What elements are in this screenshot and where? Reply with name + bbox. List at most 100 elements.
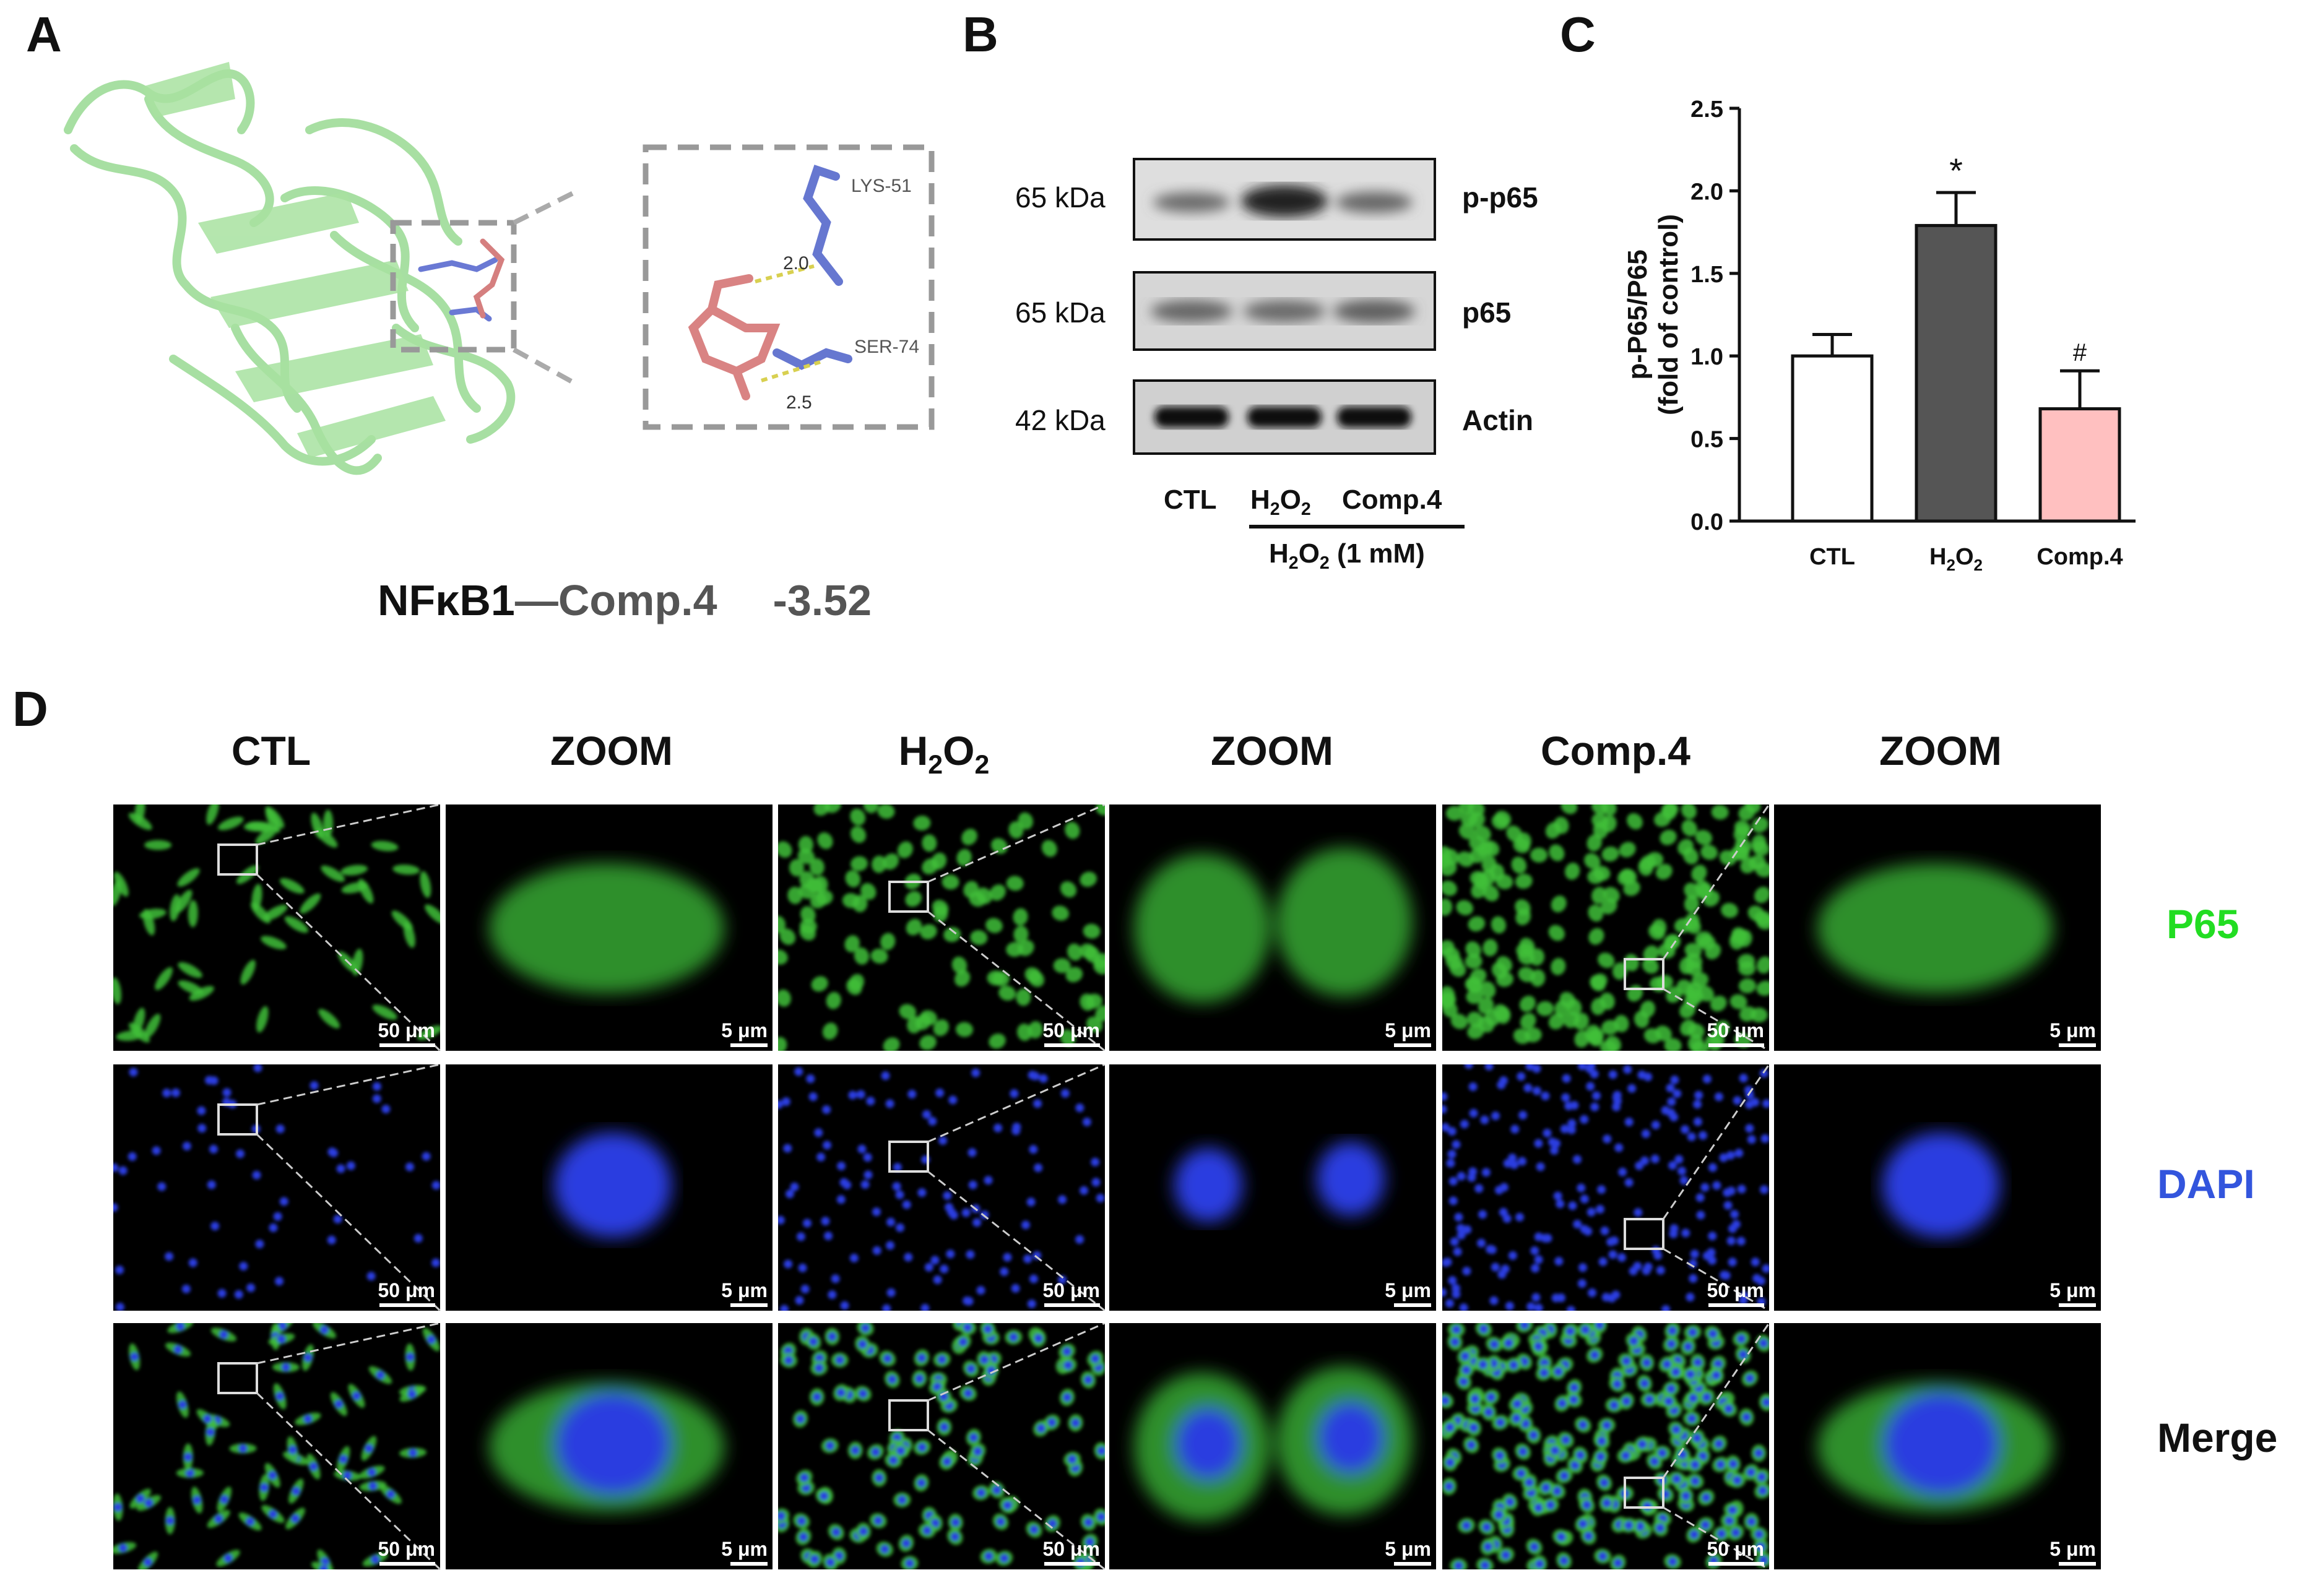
blot-protein-2: p65 [1462,296,1512,329]
column-header-zoom-3: ZOOM [1879,728,2002,774]
scale-bar [1044,1043,1100,1047]
micrograph-dapi-comp4-zoom: 5 μm [1774,1064,2101,1311]
y-tick-label-2: 1.0 [1690,344,1723,370]
scale-bar-label: 50 μm [378,1538,435,1560]
x-tick-label-2: Comp.4 [2036,544,2123,570]
scale-bar-label: 50 μm [1042,1019,1100,1042]
x-tick-label-0: CTL [1809,544,1855,570]
bar-0 [1791,354,1874,523]
bar-1 [1915,223,1998,523]
y-tick-label-4: 2.0 [1690,179,1723,205]
y-tick-label-1: 0.5 [1690,427,1723,453]
scale-bar [1394,1043,1431,1047]
caption-ligand: Comp.4 [558,576,717,624]
scale-bar [1044,1303,1100,1307]
micrograph-merge-comp4-zoom: 5 μm [1774,1323,2101,1569]
scale-bar [2059,1043,2096,1047]
micrograph-merge-h2o2-zoom: 5 μm [1109,1323,1436,1569]
scale-bar [1708,1303,1764,1307]
micrograph-dapi-ctl-zoom: 5 μm [446,1064,773,1311]
scale-bar-label: 50 μm [1042,1279,1100,1301]
micrograph-merge-h2o2: 50 μm [778,1323,1105,1569]
scale-bar [379,1303,435,1307]
blot-size-2: 65 kDa [1015,296,1106,329]
lane-label-h2o2: H2O2 [1250,485,1311,519]
distance-label-2: 2.5 [786,392,812,413]
residue-label-ser: SER-74 [854,337,919,357]
zoom-residues [688,165,852,400]
scale-bar [730,1303,768,1307]
scale-bar [1044,1562,1100,1566]
lane-label-comp4: Comp.4 [1342,485,1442,515]
panel-label-d: D [12,681,48,736]
scale-bar [730,1043,768,1047]
scale-bar-label: 50 μm [378,1279,435,1301]
blot-protein-1: p-p65 [1462,181,1538,214]
micrograph-merge-ctl: 50 μm [113,1323,440,1569]
scale-bar-label: 5 μm [2049,1279,2096,1301]
blot-size-3: 42 kDa [1015,404,1106,436]
scale-bar-label: 5 μm [721,1279,768,1301]
row-label-merge: Merge [2157,1415,2278,1460]
panel-label-b: B [963,7,998,62]
panel-label-a: A [26,7,62,62]
micrograph-p65-ctl: 50 μm [113,804,440,1051]
column-header-h2o2: H2O2 [898,728,990,780]
scale-bar-label: 5 μm [2049,1019,2096,1042]
scale-bar-label: 50 μm [1707,1538,1764,1560]
column-header-zoom-2: ZOOM [1211,728,1333,774]
scale-bar-label: 5 μm [721,1538,768,1560]
caption-target: NFκB1 [378,576,515,624]
y-axis-label-1: p-P65/P65 [1622,249,1653,379]
panel-label-c: C [1560,7,1596,62]
micrograph-merge-ctl-zoom: 5 μm [446,1323,773,1569]
scale-bar-label: 5 μm [721,1019,768,1042]
scale-bar [1394,1303,1431,1307]
row-label-dapi: DAPI [2157,1161,2255,1207]
micrograph-dapi-ctl: 50 μm [113,1064,440,1311]
scale-bar [2059,1303,2096,1307]
lane-label-ctl: CTL [1164,485,1217,515]
scale-bar [1708,1562,1764,1566]
x-tick-label-1: H2O2 [1929,544,1983,574]
blot-protein-3: Actin [1462,404,1533,436]
treatment-bracket [1249,525,1465,528]
y-tick-label-5: 2.5 [1690,97,1723,123]
blot-size-1: 65 kDa [1015,181,1106,214]
micrograph-dapi-h2o2: 50 μm [778,1064,1105,1311]
y-tick-label-0: 0.0 [1690,509,1723,535]
distance-label-1: 2.0 [783,253,809,274]
docking-caption: NFκB1—Comp.4 -3.52 [378,576,872,625]
micrograph-p65-ctl-zoom: 5 μm [446,804,773,1051]
scale-bar-label: 5 μm [2049,1538,2096,1560]
micrograph-dapi-h2o2-zoom: 5 μm [1109,1064,1436,1311]
micrograph-dapi-comp4: 50 μm [1442,1064,1769,1311]
significance-1: * [1949,151,1963,190]
micrograph-p65-comp4-zoom: 5 μm [1774,804,2101,1051]
micrograph-p65-h2o2-zoom: 5 μm [1109,804,1436,1051]
y-axis-label-2: (fold of control) [1653,214,1684,415]
scale-bar [379,1562,435,1566]
y-tick-label-3: 1.5 [1690,262,1723,288]
binding-site-ligand [418,238,505,322]
micrograph-p65-comp4: 50 μm [1442,804,1769,1051]
caption-dash: — [514,576,558,624]
bar-2 [2038,407,2121,523]
significance-2: # [2073,339,2087,366]
column-header-ctl: CTL [231,728,311,774]
protein-ribbon [64,69,516,475]
scale-bar-label: 50 μm [1042,1538,1100,1560]
bar-chart: 0.0 0.5 1.0 1.5 2.0 2.5 p-P65/P65 (fold of cont… [1622,97,2136,574]
protein-sheets [142,62,446,458]
column-header-zoom-1: ZOOM [550,728,673,774]
scale-bar-label: 5 μm [1385,1279,1431,1301]
scale-bar-label: 50 μm [1707,1019,1764,1042]
docking-structure: LYS-51 SER-74 2.0 2.5 [64,62,935,475]
micrograph-merge-comp4: 50 μm [1442,1323,1769,1569]
scale-bar-label: 50 μm [1707,1279,1764,1301]
scale-bar-label: 5 μm [1385,1019,1431,1042]
micrograph-p65-h2o2: 50 μm [778,804,1105,1051]
binding-site-box [390,220,517,353]
column-header-comp4: Comp.4 [1540,728,1691,774]
treatment-label: H2O2 (1 mM) [1269,538,1425,573]
